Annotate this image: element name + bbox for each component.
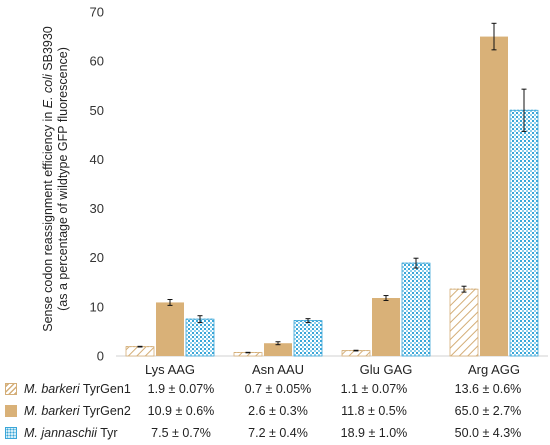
error-bar xyxy=(275,341,281,346)
bar xyxy=(185,318,215,357)
error-bar xyxy=(353,349,359,352)
x-tick-label: Lys AAG xyxy=(145,362,195,377)
error-bar xyxy=(413,257,419,269)
y-axis-label-line: Sense codon reassignment efficiency in E… xyxy=(41,26,55,332)
y-tick-label: 20 xyxy=(90,250,104,265)
value-cell: 18.9 ± 1.0% xyxy=(340,426,408,440)
legend-swatch-jannaschii xyxy=(5,427,17,439)
x-tick-label: Glu GAG xyxy=(360,362,413,377)
legend-row-tyrgen1: M. barkeri TyrGen1 1.9 ± 0.07% 0.7 ± 0.0… xyxy=(0,378,550,400)
bars xyxy=(125,36,539,357)
error-bar xyxy=(491,22,497,51)
y-axis-label-line: (as a percentage of wildtype GFP fluores… xyxy=(56,47,70,311)
bar xyxy=(449,288,479,357)
y-tick-label: 50 xyxy=(90,103,104,118)
error-bar xyxy=(137,345,143,348)
y-axis: 0 10 20 30 40 50 60 70 xyxy=(90,5,104,364)
x-tick-label: Arg AGG xyxy=(468,362,520,377)
value-cell: 65.0 ± 2.7% xyxy=(454,404,522,418)
error-bar xyxy=(461,285,467,293)
bar xyxy=(293,320,323,357)
value-cell: 13.6 ± 0.6% xyxy=(454,382,522,396)
bar xyxy=(509,109,539,357)
value-cell: 0.7 ± 0.05% xyxy=(244,382,312,396)
bar xyxy=(372,298,400,356)
error-bar xyxy=(521,88,527,132)
legend-label-jannaschii: M. jannaschii Tyr xyxy=(24,426,118,440)
value-cell: 7.5 ± 0.7% xyxy=(151,426,211,440)
bar xyxy=(156,302,184,356)
y-tick-label: 10 xyxy=(90,299,104,314)
value-cell: 50.0 ± 4.3% xyxy=(454,426,522,440)
error-bar xyxy=(305,318,311,324)
y-axis-label: Sense codon reassignment efficiency in E… xyxy=(41,26,70,332)
value-cell: 7.2 ± 0.4% xyxy=(248,426,308,440)
bar xyxy=(401,262,431,357)
y-tick-label: 30 xyxy=(90,201,104,216)
legend-swatch-tyrgen1 xyxy=(5,383,17,395)
y-tick-label: 40 xyxy=(90,152,104,167)
legend-swatch-tyrgen2 xyxy=(5,405,17,417)
bar xyxy=(125,346,155,357)
bar-chart: Sense codon reassignment efficiency in E… xyxy=(41,5,548,377)
value-cell: 11.8 ± 0.5% xyxy=(341,404,407,418)
error-bar xyxy=(167,298,173,306)
y-tick-label: 60 xyxy=(90,54,104,69)
legend-label-tyrgen1: M. barkeri TyrGen1 xyxy=(24,382,131,396)
value-cell: 10.9 ± 0.6% xyxy=(147,404,215,418)
value-cell: 1.1 ± 0.07% xyxy=(340,382,408,396)
legend-row-jannaschii: M. jannaschii Tyr 7.5 ± 0.7% 7.2 ± 0.4% … xyxy=(0,422,550,444)
legend-row-tyrgen2: M. barkeri TyrGen2 10.9 ± 0.6% 2.6 ± 0.3… xyxy=(0,400,550,422)
value-cell: 1.9 ± 0.07% xyxy=(147,382,215,396)
error-bar xyxy=(197,315,203,324)
error-bar xyxy=(383,295,389,301)
legend-label-tyrgen2: M. barkeri TyrGen2 xyxy=(24,404,131,418)
y-tick-label: 70 xyxy=(90,5,104,20)
x-tick-label: Asn AAU xyxy=(252,362,304,377)
y-tick-label: 0 xyxy=(97,349,104,364)
bar xyxy=(264,343,292,356)
value-cell: 2.6 ± 0.3% xyxy=(248,404,308,418)
bar xyxy=(480,36,508,356)
x-axis: Lys AAG Asn AAU Glu GAG Arg AGG xyxy=(116,355,548,377)
error-bars xyxy=(137,22,527,354)
